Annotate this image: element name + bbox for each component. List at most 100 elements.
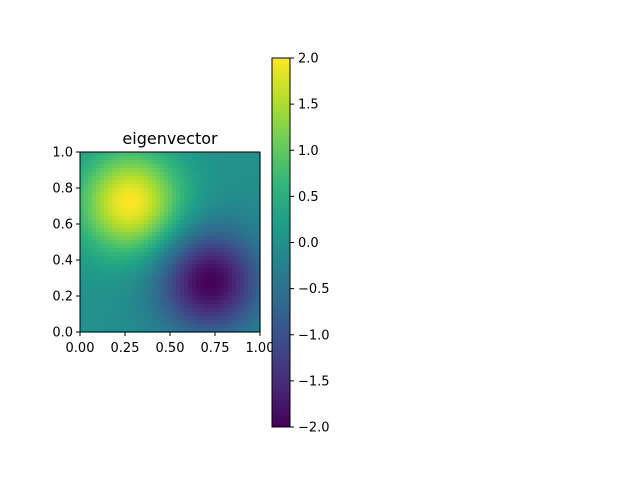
heatmap-cell [92,284,97,289]
heatmap-cell [256,264,261,269]
heatmap-cell [184,172,189,177]
heatmap-cell [164,288,169,293]
heatmap-cell [152,240,157,245]
heatmap-cell [232,248,237,253]
heatmap-cell [128,236,133,241]
heatmap-cell [148,204,153,209]
heatmap-cell [184,264,189,269]
heatmap-cell [88,240,93,245]
heatmap-cell [192,220,197,225]
heatmap-cell [168,188,173,193]
heatmap-cell [80,152,85,157]
heatmap-cell [232,152,237,157]
heatmap-cell [200,288,205,293]
heatmap-cell [124,216,129,221]
heatmap-cell [132,292,137,297]
heatmap-cell [164,292,169,297]
heatmap-cell [148,240,153,245]
heatmap-cell [88,256,93,261]
heatmap-cell [100,288,105,293]
heatmap-cell [140,268,145,273]
heatmap-cell [152,156,157,161]
heatmap-cell [164,252,169,257]
heatmap-cell [248,252,253,257]
heatmap-cell [132,308,137,313]
heatmap-cell [240,240,245,245]
heatmap-cell [168,256,173,261]
heatmap-cell [100,152,105,157]
heatmap-cell [220,284,225,289]
heatmap-cell [240,236,245,241]
heatmap-cell [200,260,205,265]
heatmap-cell [116,204,121,209]
heatmap-cell [100,312,105,317]
heatmap-cell [164,232,169,237]
heatmap-cell [232,312,237,317]
heatmap-cell [120,264,125,269]
heatmap-cell [84,264,89,269]
heatmap-cell [220,308,225,313]
heatmap-cell [248,272,253,277]
heatmap-cell [144,188,149,193]
heatmap-cell [184,160,189,165]
heatmap-cell [168,248,173,253]
heatmap-cell [128,196,133,201]
heatmap-cell [212,152,217,157]
heatmap-cell [164,248,169,253]
heatmap-cell [188,244,193,249]
heatmap-cell [136,288,141,293]
heatmap-cell [84,196,89,201]
heatmap-cell [228,288,233,293]
heatmap-cell [216,280,221,285]
heatmap-cell [212,264,217,269]
heatmap-cell [80,188,85,193]
heatmap-cell [156,192,161,197]
heatmap-cell [160,228,165,233]
heatmap-cell [96,328,101,333]
heatmap-cell [196,192,201,197]
heatmap-cell [184,204,189,209]
heatmap-cell [152,232,157,237]
heatmap-cell [256,204,261,209]
heatmap-cell [120,200,125,205]
heatmap-cell [164,188,169,193]
heatmap-cell [224,208,229,213]
heatmap-cell [136,188,141,193]
heatmap-cell [112,228,117,233]
heatmap-cell [124,204,129,209]
heatmap-cell [148,208,153,213]
heatmap-cell [104,172,109,177]
heatmap-cell [88,304,93,309]
heatmap-cell [240,224,245,229]
heatmap-cell [168,200,173,205]
heatmap-cell [136,164,141,169]
heatmap-cell [156,316,161,321]
heatmap-cell [244,296,249,301]
heatmap-cell [240,220,245,225]
heatmap-cell [184,280,189,285]
heatmap-cell [160,284,165,289]
heatmap-cell [228,244,233,249]
heatmap-cell [148,152,153,157]
heatmap-cell [84,200,89,205]
heatmap-cell [80,324,85,329]
heatmap-cell [104,220,109,225]
heatmap-cell [164,280,169,285]
heatmap-cell [80,308,85,313]
heatmap-cell [236,264,241,269]
heatmap-cell [140,220,145,225]
heatmap-cell [256,196,261,201]
heatmap-cell [140,256,145,261]
heatmap-cell [100,196,105,201]
heatmap-cell [212,272,217,277]
heatmap-cell [132,216,137,221]
heatmap-cell [104,232,109,237]
heatmap-cell [220,268,225,273]
heatmap-cell [108,200,113,205]
heatmap-cell [168,320,173,325]
heatmap-cell [240,308,245,313]
heatmap-cell [128,168,133,173]
heatmap-cell [116,208,121,213]
heatmap-cell [104,200,109,205]
heatmap-cell [124,172,129,177]
